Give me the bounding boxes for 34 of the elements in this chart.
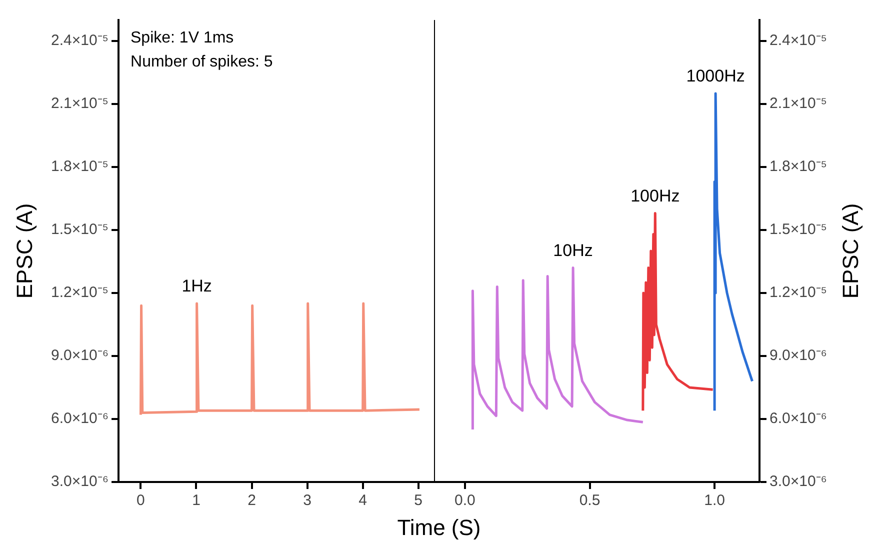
annotation: Spike: 1V 1ms	[130, 29, 234, 46]
x-tick-label: 3	[303, 492, 312, 510]
series-label: 1000Hz	[686, 66, 745, 86]
x-tick-label: 1.0	[704, 492, 725, 510]
y-tick-label: 2.4×10⁻⁵	[51, 32, 109, 50]
x-tick-label: 5	[414, 492, 423, 510]
x-axis-title: Time (S)	[396, 515, 482, 541]
x-tick-label: 2	[248, 492, 256, 510]
x-tick-label: 1	[192, 492, 200, 510]
y-axis-title: EPSC (A)	[12, 203, 38, 299]
x-tick-label: 0.5	[579, 492, 600, 510]
series-label: 10Hz	[553, 240, 593, 260]
y-tick-label: 9.0×10⁻⁶	[51, 347, 109, 364]
y-tick-label: 1.5×10⁻⁵	[51, 221, 109, 238]
x-tick-label: 0.0	[454, 492, 476, 510]
x-tick-label: 4	[358, 492, 367, 510]
y2-tick-label: 2.4×10⁻⁵	[769, 32, 827, 50]
y2-tick-label: 3.0×10⁻⁶	[769, 473, 827, 490]
y2-axis-title: EPSC (A)	[838, 203, 864, 299]
x-tick-label: 0	[136, 492, 145, 510]
y2-tick-label: 1.2×10⁻⁵	[769, 284, 827, 302]
y2-tick-label: 9.0×10⁻⁶	[769, 347, 827, 364]
y-tick-label: 2.1×10⁻⁵	[51, 95, 109, 112]
y-tick-label: 1.8×10⁻⁵	[51, 158, 109, 176]
annotation: Number of spikes: 5	[130, 53, 273, 70]
y2-tick-label: 6.0×10⁻⁶	[769, 410, 827, 428]
series-label: 100Hz	[630, 186, 680, 206]
y-tick-label: 1.2×10⁻⁵	[51, 284, 109, 302]
y2-tick-label: 2.1×10⁻⁵	[769, 95, 827, 112]
y2-tick-label: 1.8×10⁻⁵	[769, 158, 827, 176]
y-tick-label: 3.0×10⁻⁶	[51, 473, 109, 490]
y-tick-label: 6.0×10⁻⁶	[51, 410, 109, 428]
series-label: 1Hz	[182, 276, 212, 296]
y2-tick-label: 1.5×10⁻⁵	[769, 221, 827, 238]
